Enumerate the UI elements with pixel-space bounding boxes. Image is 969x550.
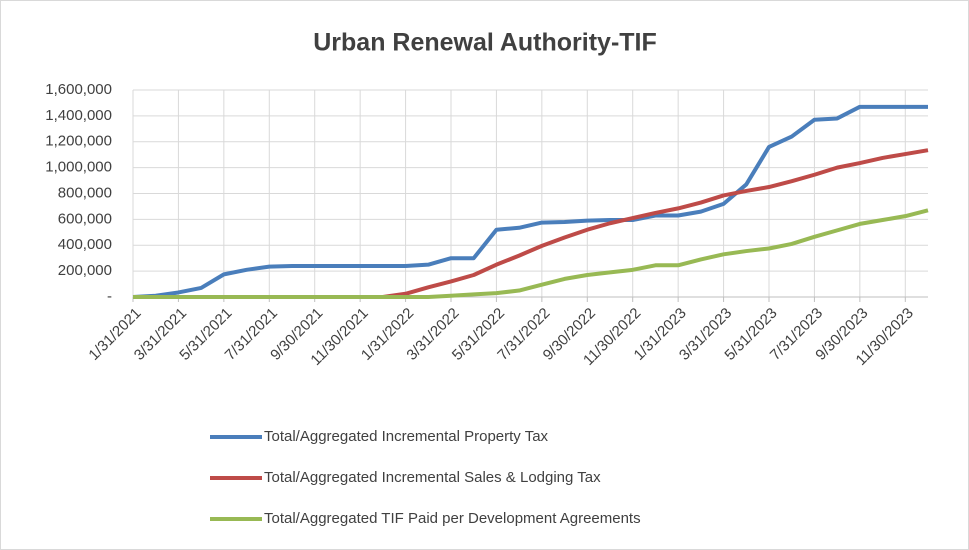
y-tick-label: 600,000 xyxy=(58,210,112,227)
y-tick-label: - xyxy=(107,288,112,305)
legend-label: Total/Aggregated Incremental Sales & Lod… xyxy=(264,469,601,486)
y-tick-label: 1,000,000 xyxy=(45,159,112,176)
y-tick-label: 200,000 xyxy=(58,262,112,279)
chart-title: Urban Renewal Authority-TIF xyxy=(313,29,657,57)
series-line xyxy=(132,104,928,299)
y-tick-label: 1,400,000 xyxy=(45,107,112,124)
y-tick-label: 1,200,000 xyxy=(45,133,112,150)
y-tick-label: 800,000 xyxy=(58,184,112,201)
legend-label: Total/Aggregated Incremental Property Ta… xyxy=(264,428,549,445)
legend-label: Total/Aggregated TIF Paid per Developmen… xyxy=(264,510,641,527)
y-tick-label: 1,600,000 xyxy=(45,81,112,98)
y-tick-label: 400,000 xyxy=(58,236,112,253)
series-line xyxy=(133,208,929,299)
